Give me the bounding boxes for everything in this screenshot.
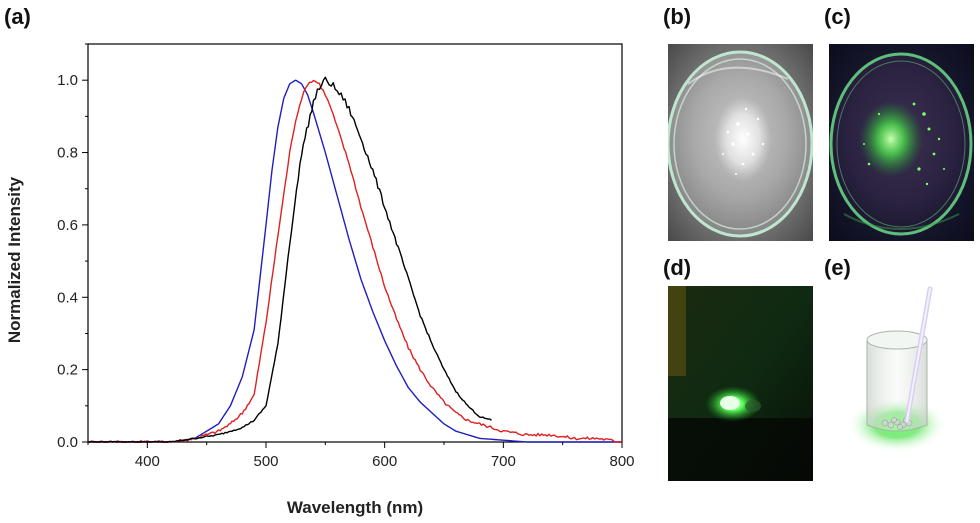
- photo-c-powder-uv: [829, 44, 974, 241]
- panel-label-a: (a): [4, 4, 31, 29]
- series-line-3: [88, 76, 492, 443]
- x-tick-label: 500: [253, 453, 278, 470]
- y-tick-label: 0.8: [57, 145, 78, 162]
- series-layer: [88, 76, 622, 443]
- x-axis-title: Wavelength (nm): [287, 498, 423, 517]
- panel-label-b: (b): [663, 4, 692, 29]
- panel-label-e: (e): [824, 255, 851, 280]
- x-tick-label: 600: [372, 453, 397, 470]
- x-tick-label: 700: [491, 453, 516, 470]
- photo-d-laser-excitation: [668, 286, 813, 481]
- y-axis-title: Normalized Intensity: [5, 176, 24, 343]
- illustration-e-beaker-beam: [845, 285, 955, 455]
- axes: 400 500 600 700 800 0.0 0.2 0.4 0.6 0.8 1.0: [57, 43, 635, 470]
- photo-b-powder-daylight: [668, 44, 813, 241]
- x-tick-label: 400: [135, 453, 160, 470]
- y-tick-label: 0.2: [57, 362, 78, 379]
- x-tick-label: 800: [609, 453, 634, 470]
- y-tick-label: 1.0: [57, 72, 78, 89]
- plot-area: [87, 43, 623, 443]
- plot-frame: [87, 43, 623, 443]
- panel-label-c: (c): [824, 4, 851, 29]
- panel-label-d: (d): [663, 255, 692, 280]
- y-tick-label: 0.4: [57, 289, 78, 306]
- emission-spectrum-chart: 400 500 600 700 800 0.0 0.2 0.4 0.6 0.8 1.0 Wavele…: [5, 43, 635, 517]
- y-tick-label: 0.0: [57, 434, 78, 451]
- y-tick-label: 0.6: [57, 217, 78, 234]
